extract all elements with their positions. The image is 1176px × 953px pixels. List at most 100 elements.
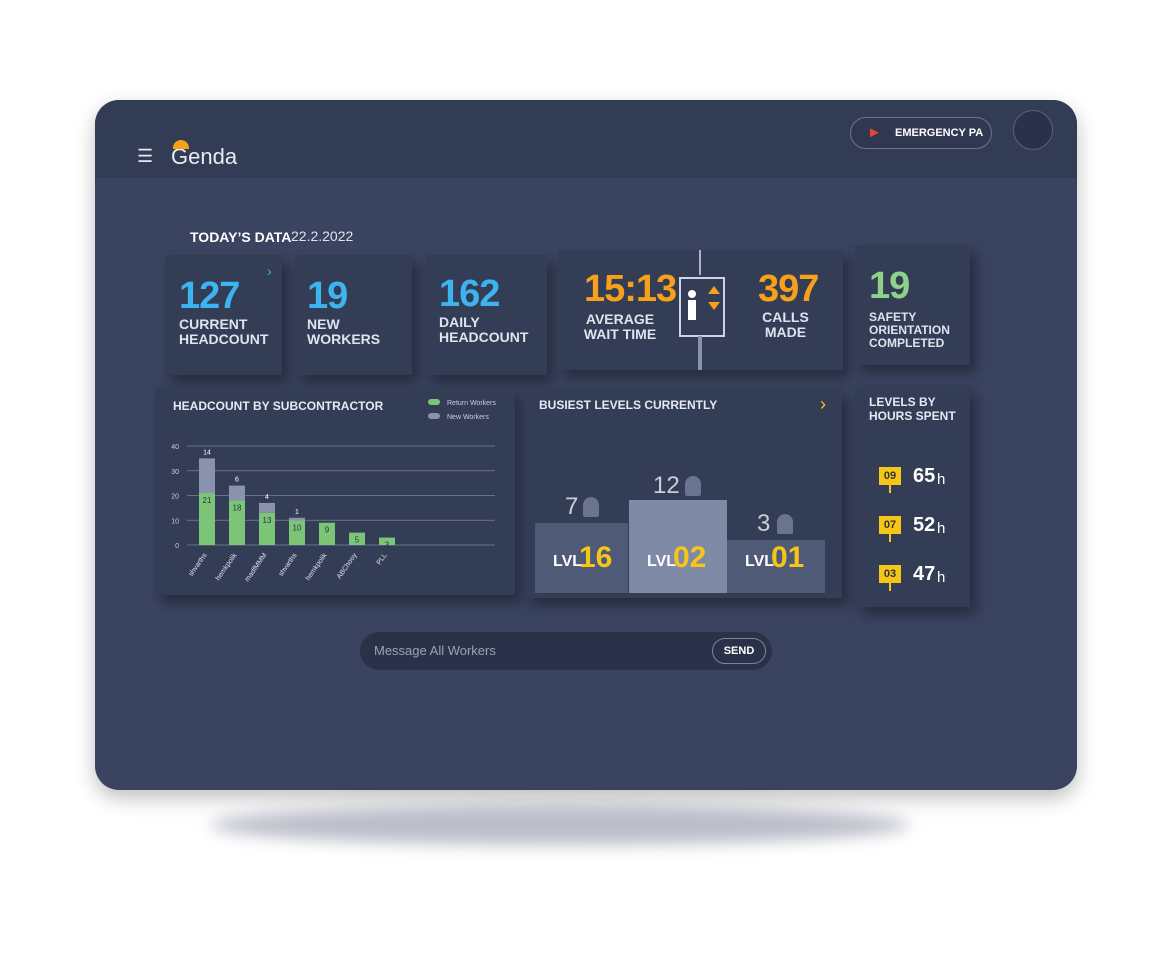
- legend-swatch: [428, 413, 440, 419]
- menu-icon[interactable]: ☰: [137, 146, 154, 166]
- podium-center: LVL 02 12: [629, 472, 727, 593]
- bar-segment: [319, 522, 335, 545]
- y-tick-label: 40: [171, 444, 179, 451]
- bar-value-label: 10: [293, 523, 302, 532]
- message-placeholder: Message All Workers: [374, 643, 496, 658]
- bar-value-label: 18: [233, 503, 242, 512]
- bar-segment: [199, 458, 215, 494]
- chart-title: HEADCOUNT BY SUBCONTRACTOR: [173, 399, 384, 413]
- hours-value: 52: [913, 514, 936, 536]
- stat-label: AVERAGE WAIT TIME: [583, 311, 657, 342]
- stat-label: DAILY HEADCOUNT: [439, 314, 529, 345]
- bar-segment: [229, 485, 245, 501]
- lvl-count: 12: [653, 472, 680, 499]
- busiest-title: BUSIEST LEVELS CURRENTLY: [539, 398, 718, 412]
- lvl-count: 7: [565, 493, 579, 520]
- hours-row: 07 52 h: [855, 512, 970, 552]
- hours-unit: h: [937, 471, 946, 488]
- today-date: 22.2.2022: [291, 228, 354, 244]
- stat-card: 15:13 AVERAGE WAIT TIME 397 CALLS MADE: [558, 250, 843, 370]
- stat-value: 162: [439, 273, 500, 315]
- bar-segment: [349, 532, 365, 545]
- podium-right: LVL 01 3: [727, 510, 825, 593]
- legend-swatch: [428, 399, 440, 405]
- hours-unit: h: [937, 520, 946, 537]
- stat-value: 127: [179, 275, 240, 317]
- send-button[interactable]: SEND: [712, 638, 766, 664]
- avatar[interactable]: [1013, 110, 1053, 150]
- bar-value-label: 3: [385, 541, 390, 550]
- bar-value-label: 21: [203, 496, 212, 505]
- legend-label: New Workers: [447, 414, 489, 421]
- stat-card: 19 NEW WORKERS: [295, 255, 412, 375]
- bar-value-label: 5: [355, 536, 360, 545]
- y-tick-label: 20: [171, 494, 179, 501]
- level-tag: 09: [879, 467, 901, 485]
- hours-value: 47: [913, 563, 936, 585]
- lvl-prefix: LVL: [745, 553, 775, 570]
- x-tick-label: ABChooy: [336, 552, 359, 581]
- y-tick-label: 0: [175, 543, 179, 550]
- stat-label: SAFETY ORIENTATION COMPLETED: [869, 310, 950, 350]
- stat-label: CALLS MADE: [762, 309, 809, 340]
- bar-value-label: 13: [263, 516, 272, 525]
- shadow: [210, 805, 910, 845]
- lvl-prefix: LVL: [553, 553, 583, 570]
- legend-label: Return Workers: [447, 400, 496, 407]
- hours-card: LEVELS BY HOURS SPENT 09 65 h 07 52 h 03 47 h: [855, 385, 970, 607]
- bar-segment: [259, 502, 275, 513]
- x-tick-label: madfMMM: [244, 552, 269, 583]
- podium-left: LVL 16 7: [535, 493, 628, 593]
- tag-pole: [889, 534, 891, 542]
- tag-pole: [889, 485, 891, 493]
- elevator-icon: [679, 250, 725, 370]
- lvl-number: 02: [673, 541, 707, 574]
- bar-segment: [229, 500, 245, 545]
- bar-segment: [259, 512, 275, 545]
- level-tag: 03: [879, 565, 901, 583]
- stat-value: 19: [307, 275, 348, 317]
- lvl-prefix: LVL: [647, 553, 677, 570]
- bar-value-label: 1: [295, 509, 299, 516]
- stat-value: 397: [758, 268, 819, 310]
- stat-label: CURRENT HEADCOUNT: [179, 316, 269, 347]
- worker-icon: [583, 497, 599, 517]
- bar-value-label: 14: [203, 449, 211, 456]
- bar-segment: [199, 493, 215, 545]
- bar-segment: [289, 520, 305, 545]
- chevron[interactable]: ›: [820, 394, 826, 414]
- stat-label: NEW WORKERS: [307, 316, 381, 347]
- stat-card: 19 SAFETY ORIENTATION COMPLETED: [855, 245, 970, 365]
- chevron: ›: [267, 263, 272, 279]
- level-tag: 07: [879, 516, 901, 534]
- hours-unit: h: [937, 569, 946, 586]
- chart-card: HEADCOUNT BY SUBCONTRACTOR 0 10 20 30 40 Retu…: [155, 388, 515, 595]
- stat-card[interactable]: › 127 CURRENT HEADCOUNT: [165, 255, 282, 375]
- y-tick-label: 10: [171, 518, 179, 525]
- x-tick-label: shvarths: [278, 552, 299, 578]
- hours-row: 09 65 h: [855, 463, 970, 503]
- bar-value-label: 4: [265, 494, 269, 501]
- emergency-label: EMERGENCY PA: [895, 127, 984, 139]
- x-tick-label: PLL: [376, 552, 389, 566]
- worker-icon: [777, 514, 793, 534]
- hours-row: 03 47 h: [855, 561, 970, 601]
- tag-pole: [889, 583, 891, 591]
- bar-segment: [379, 537, 395, 545]
- today-label: TODAY’S DATA: [190, 229, 292, 245]
- emergency-button[interactable]: ► EMERGENCY PA: [850, 117, 992, 149]
- bar-value-label: 9: [325, 526, 330, 535]
- bar-value-label: 6: [235, 477, 239, 484]
- dashboard: ☰ Genda ► EMERGENCY PA TODAY’S DATA 22.2…: [95, 100, 1077, 790]
- worker-icon: [685, 476, 701, 496]
- message-bar[interactable]: Message All Workers SEND: [360, 632, 772, 670]
- busiest-card: BUSIEST LEVELS CURRENTLY › LVL 16 7 LVL …: [525, 388, 842, 598]
- bar-segment: [289, 517, 305, 521]
- lvl-number: 16: [579, 541, 613, 574]
- megaphone-icon: ►: [867, 124, 882, 141]
- x-tick-label: shvarths: [188, 552, 209, 578]
- stat-card: 162 DAILY HEADCOUNT: [425, 255, 547, 375]
- logo-helmet: [173, 140, 189, 149]
